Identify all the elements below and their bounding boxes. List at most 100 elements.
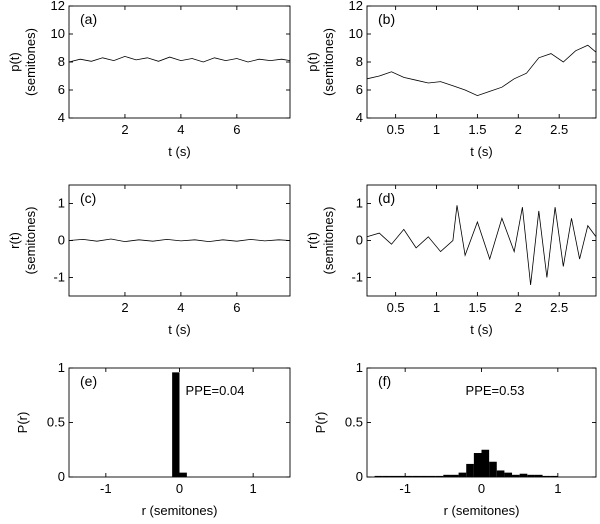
chart-a-xtick-label: 4: [177, 122, 184, 137]
chart-b-ytick-label: 6: [356, 82, 363, 97]
chart-f-ytick-label: 0: [356, 469, 363, 484]
chart-f-bar: [519, 473, 528, 477]
chart-e-ylabel: P(r): [15, 412, 30, 434]
chart-d-xtick-label: 2: [515, 300, 522, 315]
chart-d-ytick-label: 1: [356, 196, 363, 211]
chart-a-ylabel: (semitones): [23, 28, 38, 96]
chart-d-xtick-label: 2.5: [550, 300, 568, 315]
chart-f-bar: [397, 475, 406, 477]
chart-a-ytick-label: 8: [58, 54, 65, 69]
chart-e-annotation: PPE=0.04: [186, 383, 245, 398]
chart-c-xtick-label: 2: [121, 300, 128, 315]
chart-f-xtick-label: 1: [554, 481, 561, 496]
chart-f-bar: [435, 475, 444, 477]
chart-f-bar: [527, 474, 535, 477]
chart-a-xtick-label: 2: [121, 122, 128, 137]
chart-e-xtick-label: 1: [250, 481, 257, 496]
chart-c-xtick-label: 4: [177, 300, 184, 315]
chart-f-bar: [458, 472, 467, 477]
chart-f-bar: [450, 474, 459, 477]
chart-f-bar: [382, 475, 390, 477]
chart-f-bar: [412, 475, 421, 477]
chart-f-bar: [496, 470, 505, 477]
chart-f-bar: [512, 474, 520, 477]
chart-a-panel-label: (a): [80, 11, 97, 27]
chart-d-ylabel: (semitones): [321, 207, 336, 275]
chart-c-xlabel: t (s): [168, 322, 190, 337]
chart-b-panel-label: (b): [378, 11, 395, 27]
chart-f-bar: [466, 463, 474, 477]
chart-f-bar: [389, 475, 398, 477]
chart-f-annotation: PPE=0.53: [466, 383, 525, 398]
chart-a-ytick-label: 6: [58, 82, 65, 97]
chart-c-ytick-label: -1: [53, 270, 65, 285]
chart-e-bar: [179, 472, 187, 477]
chart-d-xlabel: t (s): [470, 322, 492, 337]
chart-e-ytick-label: 1: [58, 360, 65, 375]
chart-a-ylabel: p(t): [7, 52, 22, 72]
chart-c-ytick-label: 1: [58, 196, 65, 211]
chart-b-ytick-label: 12: [349, 0, 363, 13]
chart-e-xtick-label: 0: [176, 481, 183, 496]
chart-d-panel-label: (d): [378, 190, 395, 206]
chart-d-series-line: [366, 205, 597, 285]
chart-f-bar: [473, 453, 482, 477]
chart-f-xtick-label: 0: [478, 481, 485, 496]
chart-c-ytick-label: 0: [58, 233, 65, 248]
chart-b-xtick-label: 2: [515, 122, 522, 137]
chart-c-panel-label: (c): [80, 190, 96, 206]
chart-f-ylabel: P(r): [313, 412, 328, 434]
chart-e-bar: [172, 372, 180, 477]
chart-a-series-line: [68, 55, 291, 63]
chart-f-ytick-label: 1: [356, 360, 363, 375]
chart-f-bar: [405, 475, 413, 477]
chart-f-ytick-label: 0.5: [345, 415, 363, 430]
chart-d-ylabel: r(t): [305, 232, 320, 249]
chart-b-xtick-label: 1: [433, 122, 440, 137]
chart-b-xtick-label: 0.5: [387, 122, 405, 137]
chart-f-bar: [420, 475, 429, 477]
chart-b-xtick-label: 2.5: [550, 122, 568, 137]
chart-f-bar: [428, 475, 436, 477]
chart-a-xtick-label: 6: [233, 122, 240, 137]
chart-e-ytick-label: 0: [58, 469, 65, 484]
chart-b-ytick-label: 10: [349, 26, 363, 41]
chart-d-xtick-label: 0.5: [387, 300, 405, 315]
chart-b-xlabel: t (s): [470, 144, 492, 159]
chart-b-ytick-label: 8: [356, 54, 363, 69]
chart-f-bar: [443, 474, 451, 477]
chart-d-frame: [366, 184, 597, 297]
chart-f-xtick-label: -1: [399, 481, 411, 496]
chart-a-ytick-label: 10: [51, 26, 65, 41]
chart-a-ytick-label: 4: [58, 110, 65, 125]
chart-c-ylabel: (semitones): [23, 207, 38, 275]
chart-b-xtick-label: 1.5: [468, 122, 486, 137]
chart-f-panel-label: (f): [378, 373, 391, 389]
chart-b-frame: [366, 5, 597, 119]
chart-f-bar: [374, 475, 383, 477]
chart-e-xtick-label: -1: [100, 481, 112, 496]
chart-f-bar: [504, 472, 513, 477]
chart-d-xtick-label: 1.5: [468, 300, 486, 315]
chart-b-ylabel: (semitones): [321, 28, 336, 96]
chart-e-ytick-label: 0.5: [47, 415, 65, 430]
chart-f-bar: [534, 474, 543, 477]
chart-d-ytick-label: -1: [351, 270, 363, 285]
chart-a-frame: [68, 5, 291, 119]
chart-f-bar: [489, 461, 497, 477]
chart-a-ytick-label: 12: [51, 0, 65, 13]
chart-d-ytick-label: 0: [356, 233, 363, 248]
chart-a-xlabel: t (s): [168, 144, 190, 159]
chart-c-xtick-label: 6: [233, 300, 240, 315]
chart-f-bar: [542, 475, 551, 477]
chart-e-panel-label: (e): [80, 373, 97, 389]
chart-f-xlabel: r (semitones): [444, 503, 520, 518]
chart-b-ylabel: p(t): [305, 52, 320, 72]
chart-c-series-line: [68, 238, 291, 243]
chart-f-bar: [481, 449, 490, 477]
chart-e-xlabel: r (semitones): [142, 503, 218, 518]
chart-c-ylabel: r(t): [7, 232, 22, 249]
chart-b-series-line: [366, 44, 597, 97]
chart-d-xtick-label: 1: [433, 300, 440, 315]
